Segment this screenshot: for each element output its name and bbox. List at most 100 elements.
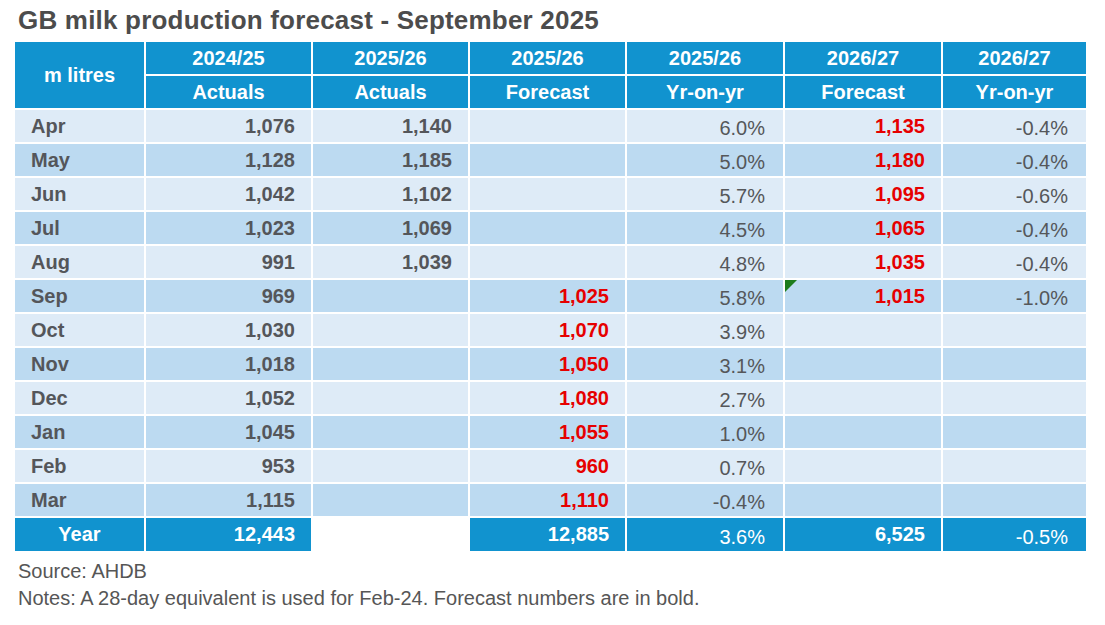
forecast-2025-26-cell <box>470 246 625 278</box>
yoy-2025-26-cell: 3.9% <box>627 314 783 346</box>
actual-2024-25-cell: 953 <box>146 450 311 482</box>
actual-2025-26-cell: 1,102 <box>313 178 468 210</box>
actual-2024-25-cell: 1,076 <box>146 110 311 142</box>
actual-2024-25-cell: 991 <box>146 246 311 278</box>
actual-2025-26-cell <box>313 484 468 516</box>
yoy-2025-26-cell: 5.0% <box>627 144 783 176</box>
actual-2024-25-cell: 1,030 <box>146 314 311 346</box>
forecast-2026-27-cell <box>785 416 941 448</box>
actual-2025-26-cell <box>313 314 468 346</box>
table-row: Jan 1,045 1,055 1.0% <box>15 416 1086 448</box>
type-header-yoy-2026-27: Yr-on-yr <box>943 76 1086 108</box>
forecast-2025-26-cell <box>470 110 625 142</box>
milk-production-table: m litres 2024/25 2025/26 2025/26 2025/26… <box>13 40 1088 553</box>
total-actual-2025-26-cell <box>313 518 468 551</box>
year-header-2024-25: 2024/25 <box>146 42 311 74</box>
forecast-2025-26-cell: 1,050 <box>470 348 625 380</box>
page-title: GB milk production forecast - September … <box>18 5 1105 36</box>
unit-header-cell: m litres <box>15 42 144 108</box>
forecast-2025-26-cell: 1,110 <box>470 484 625 516</box>
forecast-2026-27-cell: 1,095 <box>785 178 941 210</box>
yoy-2025-26-cell: 3.1% <box>627 348 783 380</box>
yoy-2025-26-cell: 1.0% <box>627 416 783 448</box>
yoy-2025-26-cell: 5.7% <box>627 178 783 210</box>
forecast-2025-26-cell: 1,070 <box>470 314 625 346</box>
yoy-2025-26-cell: -0.4% <box>627 484 783 516</box>
actual-2025-26-cell: 1,069 <box>313 212 468 244</box>
total-forecast-2025-26-cell: 12,885 <box>470 518 625 551</box>
forecast-2026-27-value: 1,035 <box>875 251 925 273</box>
month-cell: Jul <box>15 212 144 244</box>
forecast-2026-27-value: 1,015 <box>875 285 925 307</box>
forecast-2026-27-cell <box>785 484 941 516</box>
yoy-2026-27-cell: -0.4% <box>943 212 1086 244</box>
yoy-2026-27-cell: -0.4% <box>943 110 1086 142</box>
month-cell: Sep <box>15 280 144 312</box>
year-header-2026-27-forecast: 2026/27 <box>785 42 941 74</box>
forecast-2026-27-value: 1,065 <box>875 217 925 239</box>
forecast-2026-27-cell <box>785 314 941 346</box>
comment-marker-icon <box>785 280 797 292</box>
table-row: Jul 1,023 1,069 4.5% 1,065 -0.4% <box>15 212 1086 244</box>
total-actual-2024-25-cell: 12,443 <box>146 518 311 551</box>
year-label-cell: Year <box>15 518 144 551</box>
month-cell: Nov <box>15 348 144 380</box>
table-row: Oct 1,030 1,070 3.9% <box>15 314 1086 346</box>
table-row: Feb 953 960 0.7% <box>15 450 1086 482</box>
type-header-actuals-2025-26: Actuals <box>313 76 468 108</box>
actual-2025-26-cell: 1,039 <box>313 246 468 278</box>
forecast-2025-26-cell <box>470 178 625 210</box>
table-row: Sep 969 1,025 5.8% 1,015 -1.0% <box>15 280 1086 312</box>
actual-2024-25-cell: 1,018 <box>146 348 311 380</box>
forecast-2026-27-cell: 1,065 <box>785 212 941 244</box>
actual-2024-25-cell: 1,045 <box>146 416 311 448</box>
yoy-2026-27-cell: -0.4% <box>943 144 1086 176</box>
actual-2025-26-cell: 1,185 <box>313 144 468 176</box>
month-cell: Oct <box>15 314 144 346</box>
yoy-2025-26-cell: 2.7% <box>627 382 783 414</box>
forecast-2026-27-cell: 1,015 <box>785 280 941 312</box>
actual-2025-26-cell: 1,140 <box>313 110 468 142</box>
yoy-2025-26-cell: 4.8% <box>627 246 783 278</box>
forecast-2026-27-cell <box>785 348 941 380</box>
actual-2024-25-cell: 1,052 <box>146 382 311 414</box>
forecast-2026-27-cell: 1,180 <box>785 144 941 176</box>
forecast-2026-27-cell: 1,135 <box>785 110 941 142</box>
total-yoy-2025-26-cell: 3.6% <box>627 518 783 551</box>
actual-2024-25-cell: 969 <box>146 280 311 312</box>
forecast-2026-27-cell: 1,035 <box>785 246 941 278</box>
table-row: Jun 1,042 1,102 5.7% 1,095 -0.6% <box>15 178 1086 210</box>
forecast-2026-27-value: 1,135 <box>875 115 925 137</box>
forecast-2025-26-cell: 960 <box>470 450 625 482</box>
notes-line: Notes: A 28-day equivalent is used for F… <box>18 585 1105 612</box>
forecast-2026-27-value: 1,180 <box>875 149 925 171</box>
month-rows-body: Apr 1,076 1,140 6.0% 1,135 -0.4% May 1,1… <box>15 110 1086 516</box>
forecast-2025-26-cell: 1,055 <box>470 416 625 448</box>
year-header-2026-27-yoy: 2026/27 <box>943 42 1086 74</box>
month-cell: Feb <box>15 450 144 482</box>
forecast-2025-26-cell: 1,080 <box>470 382 625 414</box>
table-row: Mar 1,115 1,110 -0.4% <box>15 484 1086 516</box>
yoy-2025-26-cell: 4.5% <box>627 212 783 244</box>
yoy-2026-27-cell <box>943 416 1086 448</box>
month-cell: Mar <box>15 484 144 516</box>
month-cell: Jan <box>15 416 144 448</box>
yoy-2026-27-cell: -0.4% <box>943 246 1086 278</box>
actual-2025-26-cell <box>313 382 468 414</box>
total-row-body: Year 12,443 12,885 3.6% 6,525 -0.5% <box>15 518 1086 551</box>
year-header-2025-26-forecast: 2025/26 <box>470 42 625 74</box>
table-row: May 1,128 1,185 5.0% 1,180 -0.4% <box>15 144 1086 176</box>
yoy-2026-27-cell <box>943 484 1086 516</box>
table-row: Nov 1,018 1,050 3.1% <box>15 348 1086 380</box>
table-row: Aug 991 1,039 4.8% 1,035 -0.4% <box>15 246 1086 278</box>
month-cell: Jun <box>15 178 144 210</box>
table-row: Dec 1,052 1,080 2.7% <box>15 382 1086 414</box>
month-cell: Apr <box>15 110 144 142</box>
actual-2025-26-cell <box>313 348 468 380</box>
source-note: Source: AHDB <box>18 558 1105 585</box>
month-cell: May <box>15 144 144 176</box>
yoy-2026-27-cell: -0.6% <box>943 178 1086 210</box>
type-header-actuals-2024-25: Actuals <box>146 76 311 108</box>
yoy-2026-27-cell <box>943 382 1086 414</box>
header-type-row: Actuals Actuals Forecast Yr-on-yr Foreca… <box>15 76 1086 108</box>
